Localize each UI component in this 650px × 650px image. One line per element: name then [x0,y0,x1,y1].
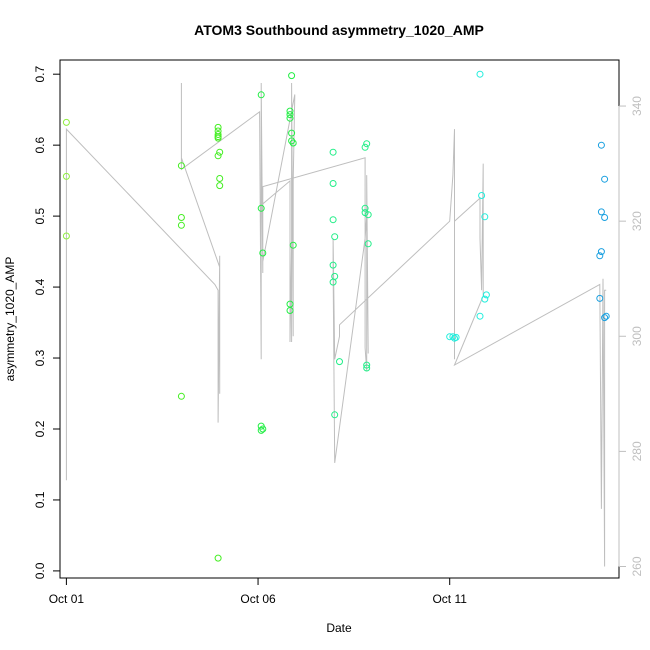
y2-tick-label-0: 260 [630,556,644,576]
scatter-points [62,70,610,562]
data-point-5-3 [601,214,609,221]
data-point-3-4 [329,261,337,269]
data-point-1-8 [214,134,222,142]
y-tick-label-2: 0.2 [33,420,47,437]
y-axis-label: asymmetry_1020_AMP [3,257,17,382]
data-point-1-0 [177,162,185,170]
data-point-0-2 [62,232,70,240]
data-point-3-6 [329,278,337,286]
data-point-5-0 [597,141,605,149]
y-tick-label-6: 0.6 [33,136,47,153]
y-tick-label-7: 0.7 [33,66,47,83]
y-tick-label-0: 0.0 [33,562,47,579]
right-axis-line-series [65,82,607,567]
y2-tick-label-1: 280 [630,441,644,461]
x-axis: Oct 01 Oct 06 Oct 11 [49,577,467,606]
data-point-2-4 [257,426,265,434]
data-point-3-0 [329,148,337,156]
data-point-1-2 [177,221,185,229]
data-point-2-1 [257,204,265,212]
data-point-1-11 [216,175,224,182]
right-y-axis: 260 280 300 320 340 [618,96,644,577]
data-point-3-5 [331,272,339,280]
data-point-5-6 [596,294,604,302]
data-point-4-8 [481,295,489,303]
data-point-5-1 [601,175,609,183]
data-point-3-1 [329,180,337,187]
data-point-4-9 [476,312,484,320]
data-point-3-2 [329,216,337,224]
data-point-0-0 [62,118,70,126]
chart-title: ATOM3 Southbound asymmetry_1020_AMP [194,22,484,38]
y-axis: 0.0 0.1 0.2 0.3 0.4 0.5 0.6 0.7 [33,66,61,579]
data-point-3-9 [363,140,371,148]
data-point-2-12 [289,139,297,147]
data-point-2-8 [286,111,294,119]
data-point-1-12 [216,182,224,190]
data-point-1-6 [214,131,222,138]
data-point-1-13 [214,554,222,562]
y2-tick-label-4: 340 [630,96,644,116]
data-point-3-15 [363,361,371,369]
data-point-3-16 [363,364,371,372]
y-tick-label-4: 0.4 [33,278,47,295]
data-point-3-3 [331,233,339,241]
data-point-2-6 [288,72,296,80]
y-tick-label-5: 0.5 [33,207,47,224]
y-tick-label-3: 0.3 [33,349,47,366]
y2-tick-label-3: 320 [630,211,644,231]
y-tick-label-1: 0.1 [33,491,47,508]
data-point-0-1 [62,172,70,180]
data-point-1-9 [216,148,224,156]
data-point-3-8 [331,411,339,419]
data-point-4-4 [476,70,484,78]
data-point-4-1 [449,333,457,341]
data-point-4-6 [481,213,489,221]
line-series-0 [65,82,607,567]
data-point-1-3 [177,392,185,400]
data-point-2-10 [288,129,296,137]
data-point-5-4 [597,248,605,256]
data-point-1-1 [177,214,185,221]
data-point-4-7 [482,291,490,299]
data-point-3-11 [361,204,369,212]
data-point-5-5 [596,252,604,260]
data-point-2-13 [289,241,297,249]
data-point-5-7 [602,312,610,320]
data-point-2-15 [286,307,294,314]
x-tick-label-0: Oct 01 [49,592,85,606]
y2-tick-label-2: 300 [630,326,644,346]
data-point-3-14 [364,240,372,248]
data-point-2-2 [259,249,267,257]
data-point-1-10 [214,152,222,160]
data-point-3-10 [361,143,369,151]
data-point-2-0 [257,91,265,99]
data-point-2-9 [286,114,294,122]
x-tick-label-2: Oct 11 [432,592,467,606]
data-point-2-7 [286,107,294,115]
plot-frame [59,59,620,579]
data-point-3-7 [336,358,343,366]
data-point-4-3 [452,333,460,341]
data-point-5-8 [601,314,609,322]
data-point-2-5 [259,425,267,433]
data-point-1-4 [214,123,222,131]
data-point-4-5 [478,192,486,199]
data-point-5-2 [597,208,605,216]
x-tick-label-1: Oct 06 [240,592,276,606]
data-point-2-11 [288,137,296,145]
x-axis-label: Date [326,621,352,635]
data-point-3-13 [364,211,372,219]
